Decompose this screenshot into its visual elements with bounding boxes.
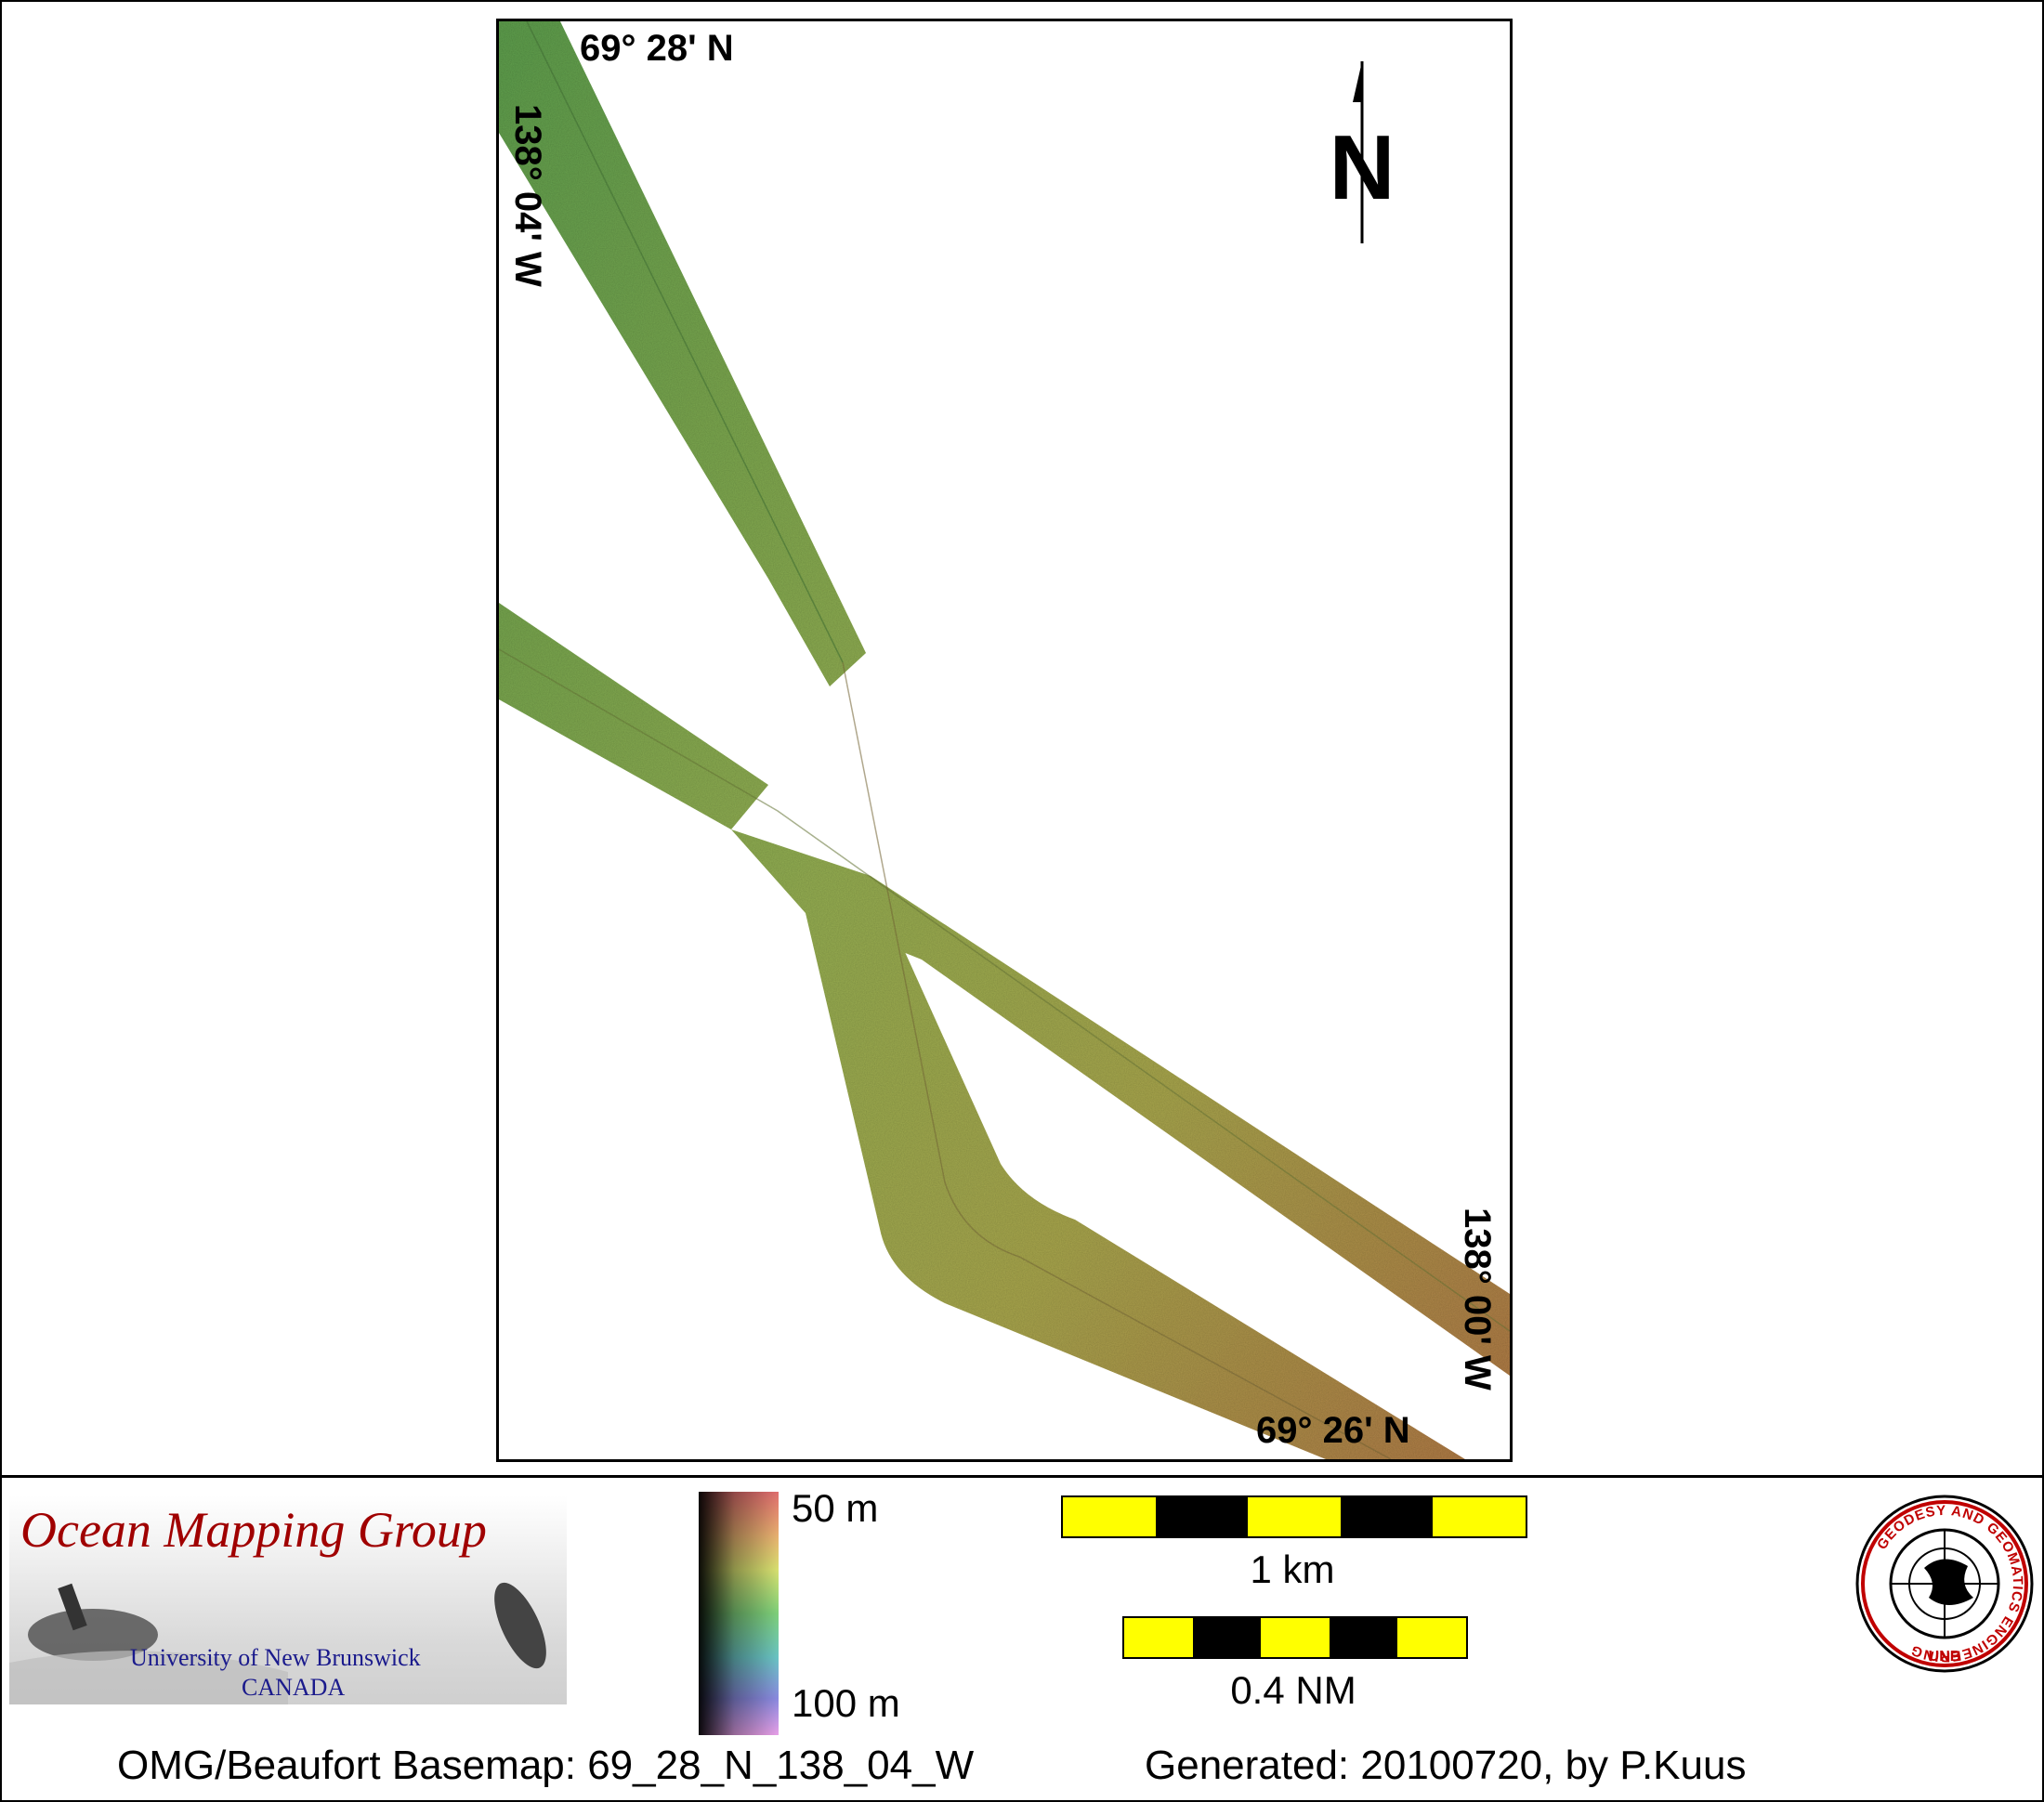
survey-swath-south bbox=[806, 876, 1465, 1459]
footer-basemap: OMG/Beaufort Basemap: 69_28_N_138_04_W bbox=[117, 1743, 975, 1788]
unb-bottom-text: UNB bbox=[1929, 1649, 1961, 1665]
north-label: N bbox=[1330, 116, 1395, 218]
coord-bottom-lat: 69° 26' N bbox=[1256, 1410, 1410, 1451]
survey-swath-west bbox=[499, 603, 768, 829]
north-arrow-icon: N bbox=[1325, 61, 1399, 247]
colorbar-bottom-label: 100 m bbox=[792, 1681, 900, 1725]
scale-bar-km bbox=[1061, 1495, 1527, 1538]
scale-bar-nm-label: 0.4 NM bbox=[1230, 1668, 1356, 1712]
coord-right-lon: 138° 00' W bbox=[1457, 1208, 1498, 1391]
footer-generated: Generated: 20100720, by P.Kuus bbox=[1145, 1743, 1747, 1788]
scale-bar-km-label: 1 km bbox=[1250, 1547, 1335, 1591]
omg-logo-art bbox=[9, 1582, 546, 1704]
coord-left-lon: 138° 04' W bbox=[507, 104, 548, 287]
scale-bar-nm bbox=[1122, 1616, 1468, 1659]
depth-colorbar bbox=[699, 1492, 779, 1735]
coord-top-lat: 69° 28' N bbox=[580, 28, 734, 69]
omg-logo-title: Ocean Mapping Group bbox=[20, 1502, 487, 1558]
legend-divider bbox=[0, 1475, 2044, 1478]
colorbar-top-label: 50 m bbox=[792, 1486, 879, 1530]
survey-swath-north bbox=[499, 21, 866, 686]
omg-logo-university: University of New Brunswick bbox=[130, 1644, 421, 1671]
survey-swath-east bbox=[731, 829, 1510, 1376]
unb-logo: GEODESY AND GEOMATICS ENGINEERING UNB bbox=[1854, 1494, 2035, 1674]
bathymetry-map bbox=[499, 21, 1510, 1459]
omg-logo-country: CANADA bbox=[242, 1674, 346, 1701]
omg-logo: Ocean Mapping Group University of New Br… bbox=[9, 1495, 567, 1704]
map-frame bbox=[496, 19, 1513, 1462]
